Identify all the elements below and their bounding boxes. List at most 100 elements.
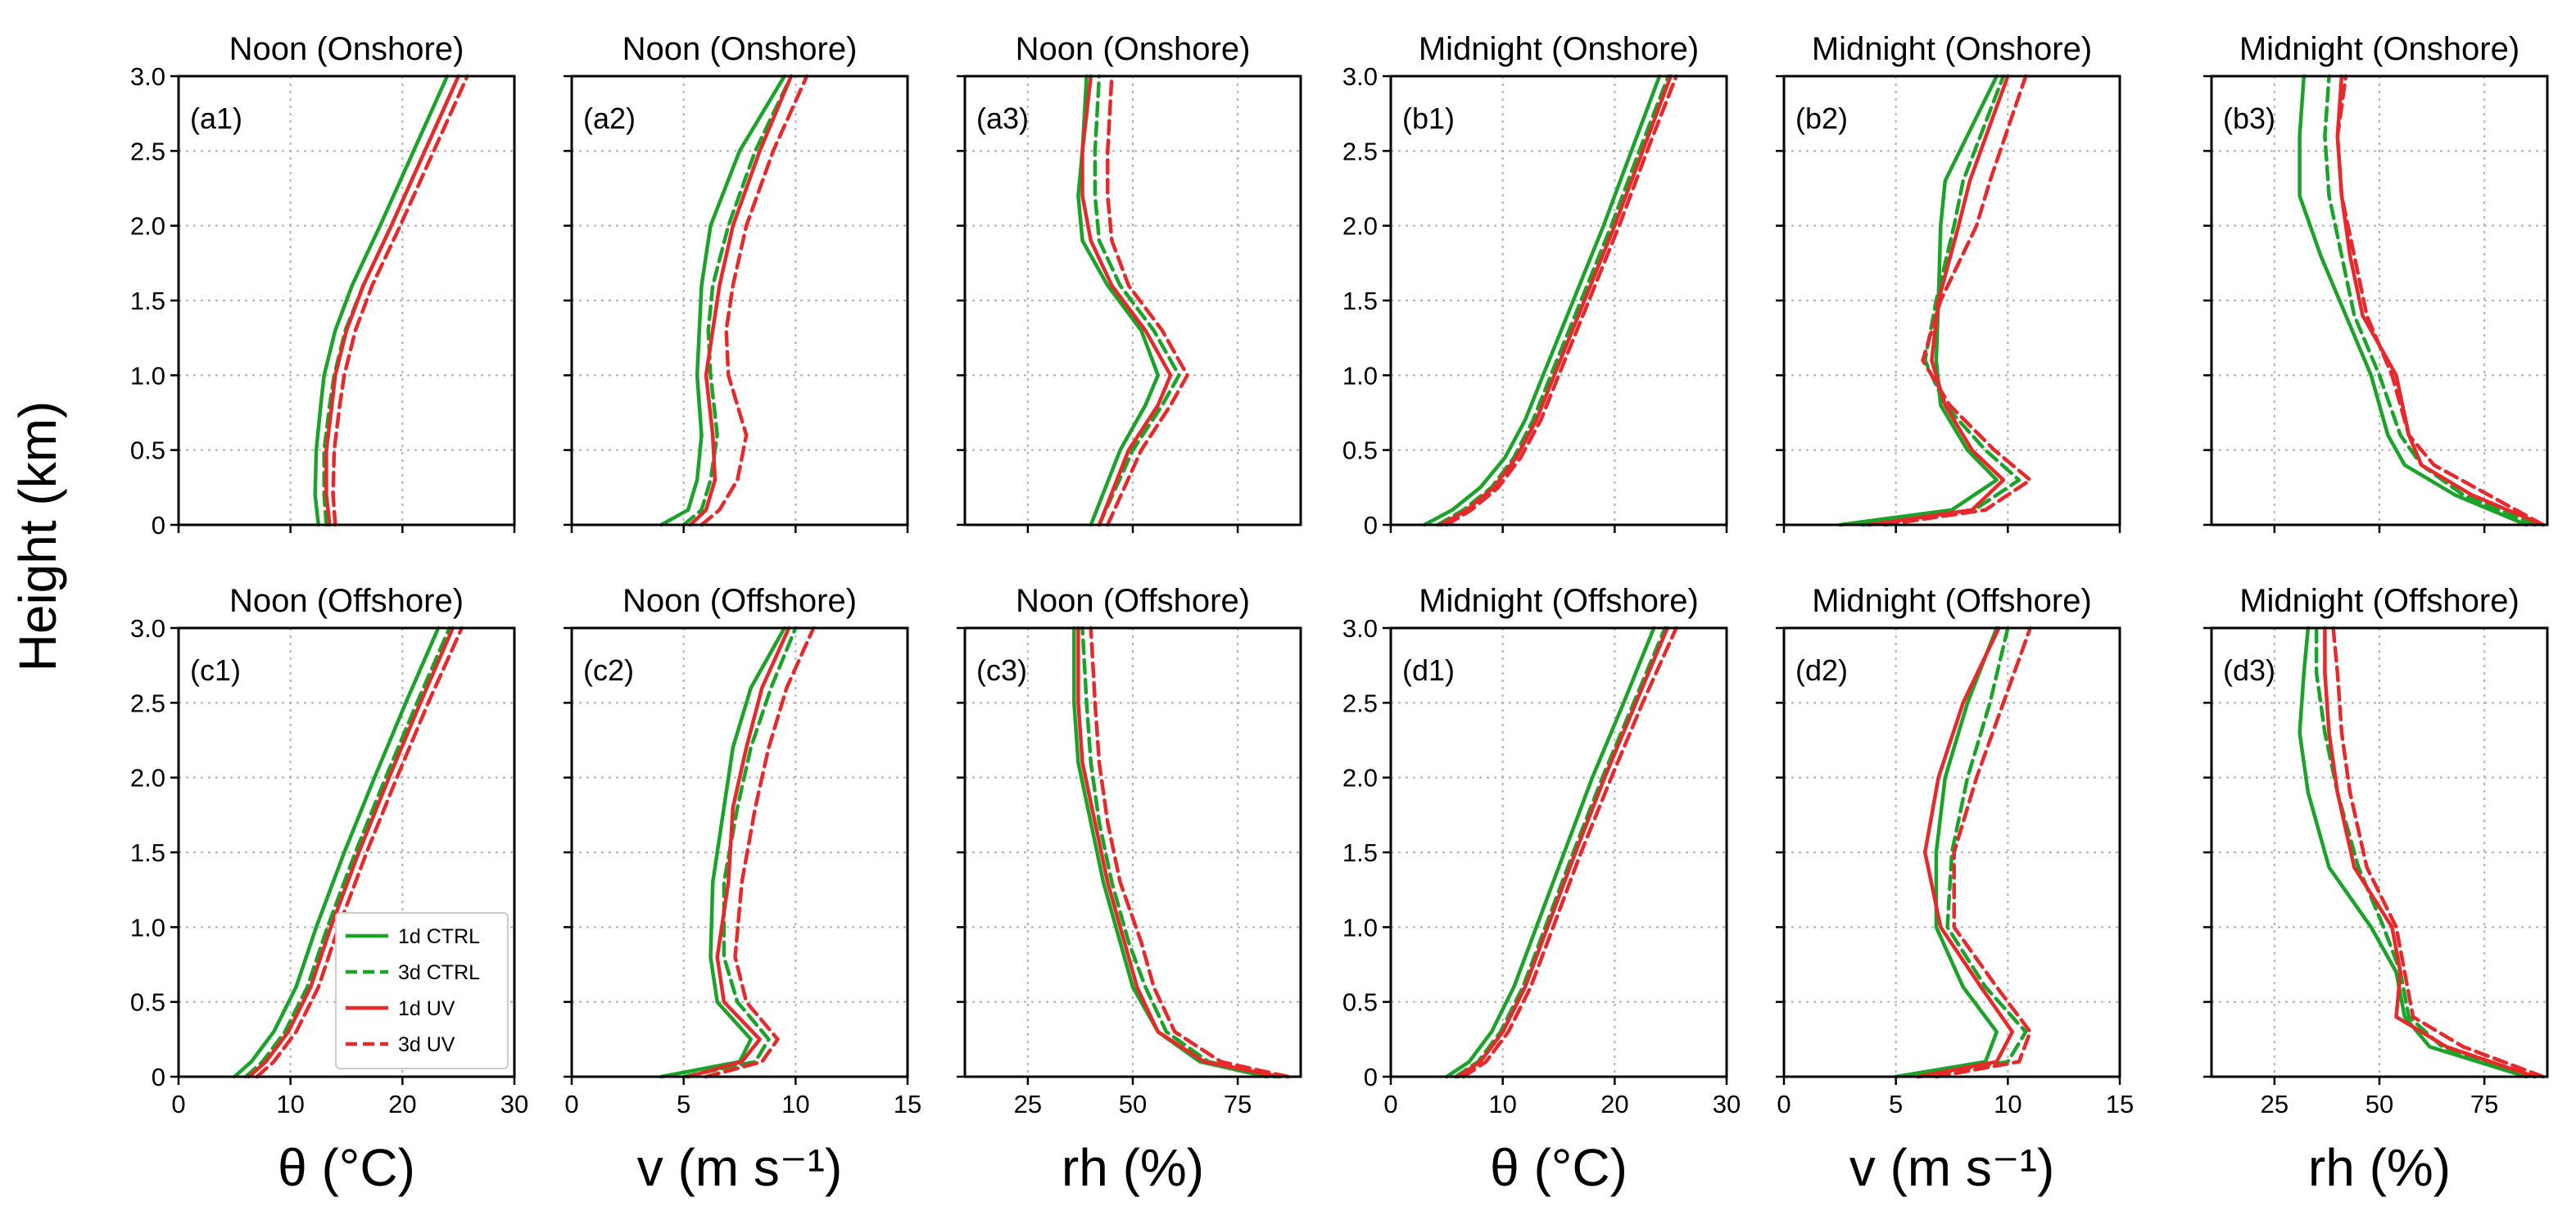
x-tick-label: 20 (388, 1090, 416, 1118)
panel-label: (b2) (1795, 102, 1848, 135)
series-line-1d-ctrl (659, 626, 786, 1079)
x-tick-label: 10 (781, 1090, 809, 1118)
panel-d2: 0 5 10 15 Midnight (Offshore) (d2) (1776, 583, 2134, 1118)
axes-frame (570, 626, 909, 1078)
series-line-3d-uv (1461, 626, 1678, 1079)
y-tick-label: 0.5 (1342, 436, 1378, 465)
panel-a3: Noon (Onshore) (a3) (957, 31, 1302, 533)
x-axis-label: θ (°C) (1490, 1138, 1628, 1197)
y-tick-label: 1.0 (130, 361, 165, 390)
y-tick-label: 2.5 (130, 137, 165, 165)
axes-frame (1782, 75, 2121, 526)
series-line-1d-uv (1456, 626, 1669, 1079)
grid-lines (571, 75, 908, 526)
x-tick-label: 15 (2106, 1090, 2134, 1118)
series-line-1d-uv (1916, 626, 2015, 1079)
y-tick-label: 2.0 (1342, 212, 1378, 241)
series-line-3d-uv (2335, 74, 2546, 527)
grid-lines (571, 627, 908, 1078)
series-line-1d-uv (686, 626, 791, 1079)
x-tick-label: 75 (2470, 1090, 2498, 1118)
series-line-3d-uv (2331, 626, 2546, 1079)
x-tick-label: 75 (1224, 1090, 1252, 1118)
y-tick-label: 1.0 (1342, 361, 1378, 390)
shared-y-axis-label: Height (km) (8, 401, 67, 672)
panel-a1: 0 0.5 1.0 1.5 2.0 2.5 3.0 Noon (Onshore) (a1) (130, 31, 516, 540)
grid-lines (2212, 627, 2547, 1078)
x-tick-label: 25 (2261, 1090, 2289, 1118)
x-tick-label: 25 (1014, 1090, 1042, 1118)
axes-frame (1782, 626, 2121, 1078)
panel-title: Noon (Onshore) (229, 31, 464, 67)
series-line-3d-ctrl (1080, 626, 1278, 1079)
series-line-3d-uv (1106, 74, 1189, 527)
series-line-1d-uv (1080, 74, 1173, 527)
bottom-axis-labels: θ (°C) v (m s⁻¹) rh (%) θ (°C) v (m s⁻¹) rh (… (278, 1138, 2451, 1197)
axes-frame (1389, 75, 1728, 526)
series-line-3d-uv (699, 74, 809, 527)
panel-title: Noon (Onshore) (1016, 31, 1251, 67)
panel-title: Midnight (Offshore) (2239, 583, 2519, 619)
panel-label: (d3) (2223, 653, 2275, 687)
series-line-1d-uv (688, 74, 794, 527)
x-tick-label: 20 (1600, 1090, 1628, 1118)
series-line-1d-uv (247, 626, 455, 1079)
panel-d3: 25 50 75 Midnight (Offshore) (d3) (2203, 583, 2549, 1118)
series-line-3d-uv (1934, 626, 2032, 1079)
series-line-3d-ctrl (2323, 74, 2537, 527)
series-line-3d-ctrl (1860, 74, 2021, 527)
series-line-3d-uv (1882, 74, 2032, 527)
panel-title: Midnight (Offshore) (1419, 583, 1699, 619)
series-line-3d-uv (1445, 74, 1678, 527)
series-line-3d-uv (1089, 626, 1290, 1079)
x-tick-label: 30 (1713, 1090, 1741, 1118)
x-axis-label: v (m s⁻¹) (637, 1138, 843, 1197)
axes-frame (570, 75, 909, 526)
panel-title: Midnight (Onshore) (2239, 31, 2519, 67)
x-tick-label: 30 (500, 1090, 528, 1118)
legend-label-1d-ctrl: 1d CTRL (398, 925, 480, 948)
grid-lines (1783, 627, 2121, 1078)
panel-label: (a3) (976, 102, 1029, 135)
y-tick-label: 1.0 (130, 913, 165, 942)
series-line-3d-uv (704, 626, 816, 1079)
legend-box (335, 912, 509, 1069)
panel-label: (a1) (190, 102, 242, 135)
y-tick-label: 0 (1364, 1063, 1378, 1091)
y-tick-label: 0 (152, 1063, 165, 1091)
y-tick-label: 0 (1364, 511, 1378, 540)
panel-label: (c1) (190, 653, 241, 687)
x-tick-label: 0 (1383, 1090, 1397, 1118)
panel-label: (c2) (583, 653, 634, 687)
panel-b2: Midnight (Onshore) (b2) (1776, 31, 2121, 533)
series-line-3d-ctrl (1916, 626, 2028, 1079)
y-tick-label: 2.5 (1342, 137, 1378, 165)
grid-lines (1783, 75, 2121, 526)
x-tick-label: 15 (894, 1090, 921, 1118)
legend-label-3d-uv: 3d UV (398, 1033, 455, 1056)
y-tick-label: 2.5 (1342, 689, 1378, 717)
panel-label: (b3) (2223, 102, 2275, 135)
x-tick-label: 0 (171, 1090, 185, 1118)
series-line-1d-ctrl (659, 74, 786, 527)
series-line-1d-ctrl (313, 74, 450, 527)
panel-label: (c3) (976, 653, 1027, 687)
x-tick-label: 0 (564, 1090, 578, 1118)
series-line-1d-ctrl (1894, 626, 1999, 1079)
panel-a2: Noon (Onshore) (a2) (564, 31, 909, 533)
series-line-1d-uv (1867, 74, 2010, 527)
x-tick-label: 5 (677, 1090, 690, 1118)
y-tick-label: 2.0 (130, 764, 165, 793)
panel-b3: Midnight (Onshore) (b3) (2203, 31, 2549, 533)
axes-frame (1389, 626, 1728, 1078)
grid-lines (1390, 75, 1727, 526)
x-tick-label: 10 (1488, 1090, 1516, 1118)
legend-label-1d-uv: 1d UV (398, 997, 455, 1020)
y-tick-label: 1.5 (1342, 838, 1378, 867)
y-tick-label: 1.5 (1342, 287, 1378, 315)
panel-title: Midnight (Onshore) (1419, 31, 1699, 67)
panel-c3: 25 50 75 Noon (Offshore) (c3) (957, 583, 1302, 1118)
y-tick-label: 3.0 (130, 614, 165, 643)
y-tick-label: 0.5 (1342, 988, 1378, 1017)
